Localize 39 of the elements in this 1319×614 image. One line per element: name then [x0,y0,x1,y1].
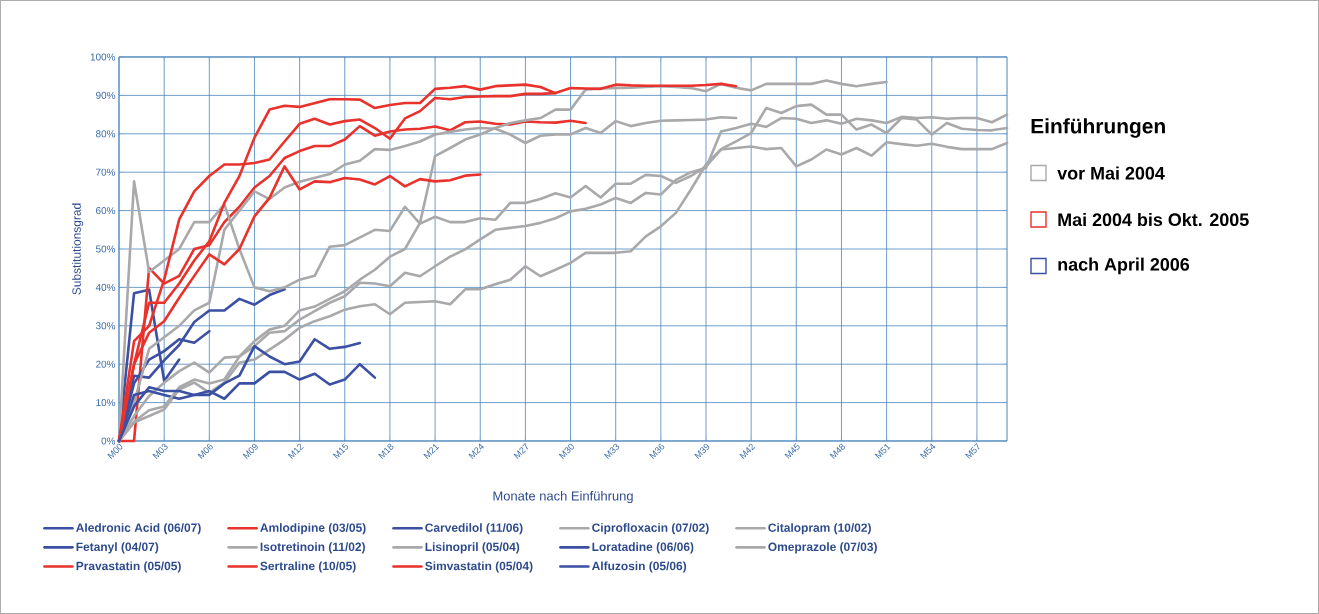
legend-label: Isotretinoin (11/02) [260,542,365,554]
legend-label: Alfuzosin (05/06) [591,561,687,573]
legend-label: Aledronic Acid (06/07) [76,523,201,535]
y-tick-label: 40% [95,283,116,291]
y-tick-label: 80% [95,130,116,138]
y-axis-title: Substitutionsgrad [72,203,84,295]
y-tick-label: 20% [96,360,116,368]
x-tick-label: M09 [242,443,258,459]
x-tick-label: M12 [287,443,304,459]
legend-label: Lisinopril (05/04) [425,542,520,554]
x-axis-title: Monate nach Einführung [493,491,633,504]
legend-label: Fetanyl (04/07) [76,542,159,554]
text: vor Mai 2004 [1057,166,1165,180]
y-tick-label: 30% [95,322,116,330]
x-tick-label: M21 [423,444,440,459]
legend-label: Loratadine (06/06) [592,542,694,554]
y-tick-label: 70% [96,168,116,176]
x-tick-label: M33 [603,443,620,459]
x-tick-label: M39 [694,443,710,459]
y-tick-label: 0% [101,437,116,445]
y-tick-label: 50% [95,245,116,253]
y-tick-label: 100% [90,53,116,61]
legend-label: Ciprofloxacin (07/02) [592,523,709,535]
legend-label: Citalopram (10/02) [768,523,871,535]
text: Mai 2004 bis Okt. 2005 [1058,212,1249,227]
legend-label: Simvastatin (05/04) [425,561,533,573]
legend-label: Carvedilol (11/06) [425,523,523,535]
x-tick-label: M51 [874,444,891,459]
x-tick-label: M42 [739,443,756,459]
y-tick-label: 10% [96,399,116,407]
legend-label: Pravastatin (05/05) [76,561,181,573]
x-tick-label: M06 [197,443,213,459]
legend-label: Omeprazole (07/03) [768,542,877,554]
legend-label: Sertraline (10/05) [260,561,356,573]
y-tick-label: 90% [96,91,116,99]
legend-title: Einführungen [1031,118,1165,138]
text: nach April 2006 [1058,257,1190,275]
legend-label: Amlodipine (03/05) [260,523,366,535]
y-tick-label: 60% [96,207,116,215]
